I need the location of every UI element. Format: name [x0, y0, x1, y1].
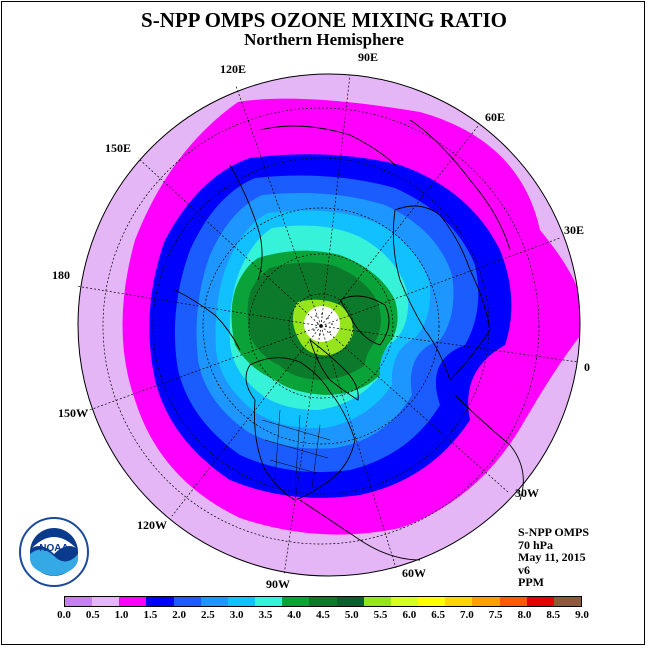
colorbar-tick-label: 7.0 — [460, 609, 474, 621]
colorbar-swatch — [92, 597, 120, 606]
info-instrument: S-NPP OMPS — [518, 525, 589, 539]
colorbar-tick-label: 1.5 — [143, 609, 158, 621]
colorbar-swatch — [65, 597, 93, 606]
colorbar-tick-label: 3.0 — [229, 609, 244, 621]
colorbar-swatch — [472, 597, 500, 606]
lon-label-30e: 30E — [564, 223, 585, 237]
lon-label-120w: 120W — [137, 518, 167, 532]
colorbar-tick-label: 9.0 — [575, 609, 589, 621]
colorbar-swatch — [336, 597, 364, 606]
colorbar-tick-label: 5.0 — [344, 609, 359, 621]
colorbar-swatch — [363, 597, 391, 606]
map-boundary — [77, 73, 581, 577]
colorbar-swatch — [309, 597, 337, 606]
polar-night-gap — [304, 306, 340, 342]
colorbar-tick-label: 4.5 — [316, 609, 330, 621]
colorbar-swatch — [146, 597, 174, 606]
lon-label-30w: 30W — [515, 486, 539, 500]
colorbar-swatch — [173, 597, 201, 606]
colorbar-tick-label: 8.5 — [546, 609, 561, 621]
colorbar-swatch — [553, 597, 581, 606]
colorbar-tick-label: 2.5 — [201, 609, 215, 621]
state-borders — [261, 409, 331, 491]
longitude-lines — [75, 74, 579, 576]
lon-label-0: 0 — [584, 360, 590, 374]
colorbar-tick-label: 6.5 — [431, 609, 445, 621]
noaa-logo-icon: NOAA — [19, 517, 89, 587]
lon-label-180: 180 — [52, 268, 70, 282]
colorbar-swatch — [526, 597, 554, 606]
lon-label-150w: 150W — [58, 406, 88, 420]
colorbar-swatch — [418, 597, 446, 606]
colorbar-swatch — [227, 597, 256, 606]
colorbar-tick-label: 7.5 — [488, 609, 503, 621]
coastlines — [174, 119, 524, 561]
colorbar-swatch — [445, 597, 473, 606]
info-units: PPM — [518, 575, 544, 590]
pole-stipple — [313, 313, 333, 335]
lon-label-90w: 90W — [266, 577, 290, 591]
colorbar-swatch — [200, 597, 228, 606]
colorbar-tick-label: 5.5 — [373, 609, 388, 621]
info-panel: S-NPP OMPS 70 hPa May 11, 2015 v6 PPM — [518, 526, 589, 589]
colorbar-swatch — [390, 597, 419, 606]
colorbar-tick-label: 6.0 — [402, 609, 417, 621]
lon-label-60e: 60E — [485, 110, 506, 124]
colorbar-swatch — [255, 597, 283, 606]
info-level: 70 hPa — [518, 537, 554, 552]
colorbar-tick-label: 0.0 — [57, 609, 71, 621]
colorbar-swatch — [119, 597, 147, 606]
colorbar-tick-label: 4.0 — [287, 609, 302, 621]
colorbar-swatch — [499, 597, 527, 606]
info-version: v6 — [518, 562, 530, 577]
colorbar-swatch — [282, 597, 310, 606]
colorbar-tick-label: 0.5 — [85, 609, 100, 621]
colorbar — [64, 596, 582, 607]
lon-label-90e: 90E — [358, 50, 379, 64]
lon-label-60w: 60W — [402, 566, 426, 580]
colorbar-tick-label: 8.0 — [517, 609, 532, 621]
map-title: S-NPP OMPS OZONE MIXING RATIO — [141, 8, 507, 32]
colorbar-tick-label: 3.5 — [258, 609, 273, 621]
noaa-logo-text: NOAA — [39, 543, 68, 554]
colorbar-tick-label: 1.0 — [114, 609, 129, 621]
info-date: May 11, 2015 — [518, 550, 586, 565]
map-subtitle: Northern Hemisphere — [244, 30, 404, 49]
colorbar-tick-label: 2.0 — [172, 609, 186, 621]
lon-label-150e: 150E — [105, 141, 132, 155]
lon-label-120e: 120E — [220, 62, 247, 76]
